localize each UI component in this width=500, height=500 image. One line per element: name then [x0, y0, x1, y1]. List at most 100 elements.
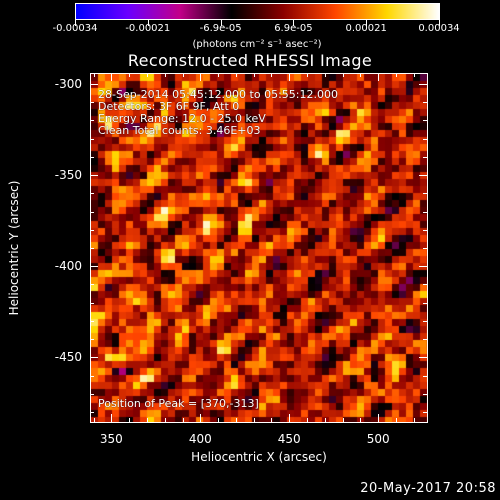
plot-title: Reconstructed RHESSI Image — [127, 51, 373, 70]
x-tick-mark — [378, 73, 380, 81]
y-axis-label: Heliocentric Y (arcsec) — [7, 180, 21, 316]
x-minor-tick — [235, 73, 237, 77]
y-minor-tick — [90, 284, 94, 286]
x-minor-tick — [271, 73, 273, 77]
y-tick-mark — [419, 357, 427, 359]
y-tick-label: -350 — [54, 168, 82, 183]
x-minor-tick — [146, 73, 148, 77]
x-minor-tick — [307, 418, 309, 422]
y-minor-tick — [423, 193, 427, 195]
x-minor-tick — [324, 73, 326, 77]
info-peak-position: Position of Peak = [370,-313] — [98, 397, 259, 410]
y-tick-mark — [90, 357, 98, 359]
y-minor-tick — [90, 138, 94, 140]
y-minor-tick — [90, 229, 94, 231]
y-tick-label: -400 — [54, 259, 82, 274]
colorbar-tick — [293, 20, 295, 26]
y-tick-mark — [419, 175, 427, 177]
colorbar-tick-label: 0.00034 — [418, 23, 460, 34]
image-plot-area: 28-Sep-2014 05:45:12.000 to 05:55:12.000… — [90, 73, 428, 423]
x-minor-tick — [182, 418, 184, 422]
x-minor-tick — [93, 418, 95, 422]
x-minor-tick — [395, 418, 397, 422]
info-detectors: Detectors: 3F 6F 9F, Att 0 — [98, 100, 240, 113]
y-minor-tick — [423, 156, 427, 158]
y-minor-tick — [423, 320, 427, 322]
y-minor-tick — [423, 229, 427, 231]
colorbar-tick-label: 0.00021 — [345, 23, 387, 34]
x-tick-label: 450 — [277, 432, 301, 446]
y-minor-tick — [423, 302, 427, 304]
x-axis-label: Heliocentric X (arcsec) — [191, 450, 327, 464]
y-tick-label: -300 — [54, 76, 82, 91]
x-minor-tick — [360, 418, 362, 422]
y-minor-tick — [90, 393, 94, 395]
info-energy-range: Energy Range: 12.0 - 25.0 keV — [98, 112, 266, 125]
colorbar-tick-label: -6.9e-05 — [199, 23, 242, 34]
y-minor-tick — [90, 412, 94, 414]
x-minor-tick — [413, 418, 415, 422]
y-minor-tick — [423, 102, 427, 104]
x-tick-mark — [200, 414, 202, 422]
y-minor-tick — [423, 393, 427, 395]
x-minor-tick — [253, 73, 255, 77]
footer-timestamp: 20-May-2017 20:58 — [360, 481, 496, 496]
y-tick-mark — [90, 266, 98, 268]
x-minor-tick — [218, 418, 220, 422]
x-minor-tick — [218, 73, 220, 77]
y-minor-tick — [90, 102, 94, 104]
x-minor-tick — [93, 73, 95, 77]
colorbar-tick-label: -0.00021 — [125, 23, 171, 34]
y-minor-tick — [423, 138, 427, 140]
x-minor-tick — [129, 73, 131, 77]
y-minor-tick — [90, 302, 94, 304]
x-minor-tick — [235, 418, 237, 422]
x-minor-tick — [182, 73, 184, 77]
x-minor-tick — [253, 418, 255, 422]
x-minor-tick — [360, 73, 362, 77]
y-minor-tick — [90, 120, 94, 122]
x-minor-tick — [395, 73, 397, 77]
y-minor-tick — [90, 320, 94, 322]
info-counts: Clean Total counts: 3.46E+03 — [98, 124, 261, 137]
x-minor-tick — [413, 73, 415, 77]
colorbar-tick — [439, 20, 440, 26]
x-minor-tick — [129, 418, 131, 422]
colorbar-tick — [75, 20, 76, 26]
y-tick-mark — [419, 83, 427, 85]
y-tick-mark — [419, 266, 427, 268]
x-tick-mark — [111, 73, 113, 81]
y-minor-tick — [423, 248, 427, 249]
y-minor-tick — [423, 412, 427, 414]
x-tick-label: 400 — [188, 432, 212, 446]
y-minor-tick — [423, 120, 427, 122]
x-minor-tick — [324, 418, 326, 422]
y-minor-tick — [90, 211, 94, 213]
x-tick-label: 350 — [99, 432, 123, 446]
colorbar-tick — [366, 20, 368, 26]
y-minor-tick — [90, 193, 94, 195]
y-minor-tick — [423, 284, 427, 286]
x-tick-mark — [289, 414, 291, 422]
x-minor-tick — [342, 73, 344, 77]
x-minor-tick — [342, 418, 344, 422]
x-minor-tick — [271, 418, 273, 422]
colorbar-tick-label: -0.00034 — [52, 23, 98, 34]
y-minor-tick — [423, 375, 427, 377]
x-minor-tick — [164, 418, 166, 422]
y-minor-tick — [423, 339, 427, 341]
x-tick-mark — [111, 414, 113, 422]
x-minor-tick — [164, 73, 166, 77]
x-tick-mark — [200, 73, 202, 81]
y-minor-tick — [90, 248, 94, 249]
y-minor-tick — [90, 156, 94, 158]
y-minor-tick — [423, 211, 427, 213]
y-minor-tick — [90, 375, 94, 377]
x-tick-mark — [289, 73, 291, 81]
y-minor-tick — [90, 339, 94, 341]
colorbar-tick — [220, 20, 222, 26]
colorbar-units: (photons cm⁻² s⁻¹ asec⁻²) — [192, 39, 322, 50]
x-minor-tick — [146, 418, 148, 422]
y-tick-mark — [90, 83, 98, 85]
colorbar-tick — [147, 20, 149, 26]
